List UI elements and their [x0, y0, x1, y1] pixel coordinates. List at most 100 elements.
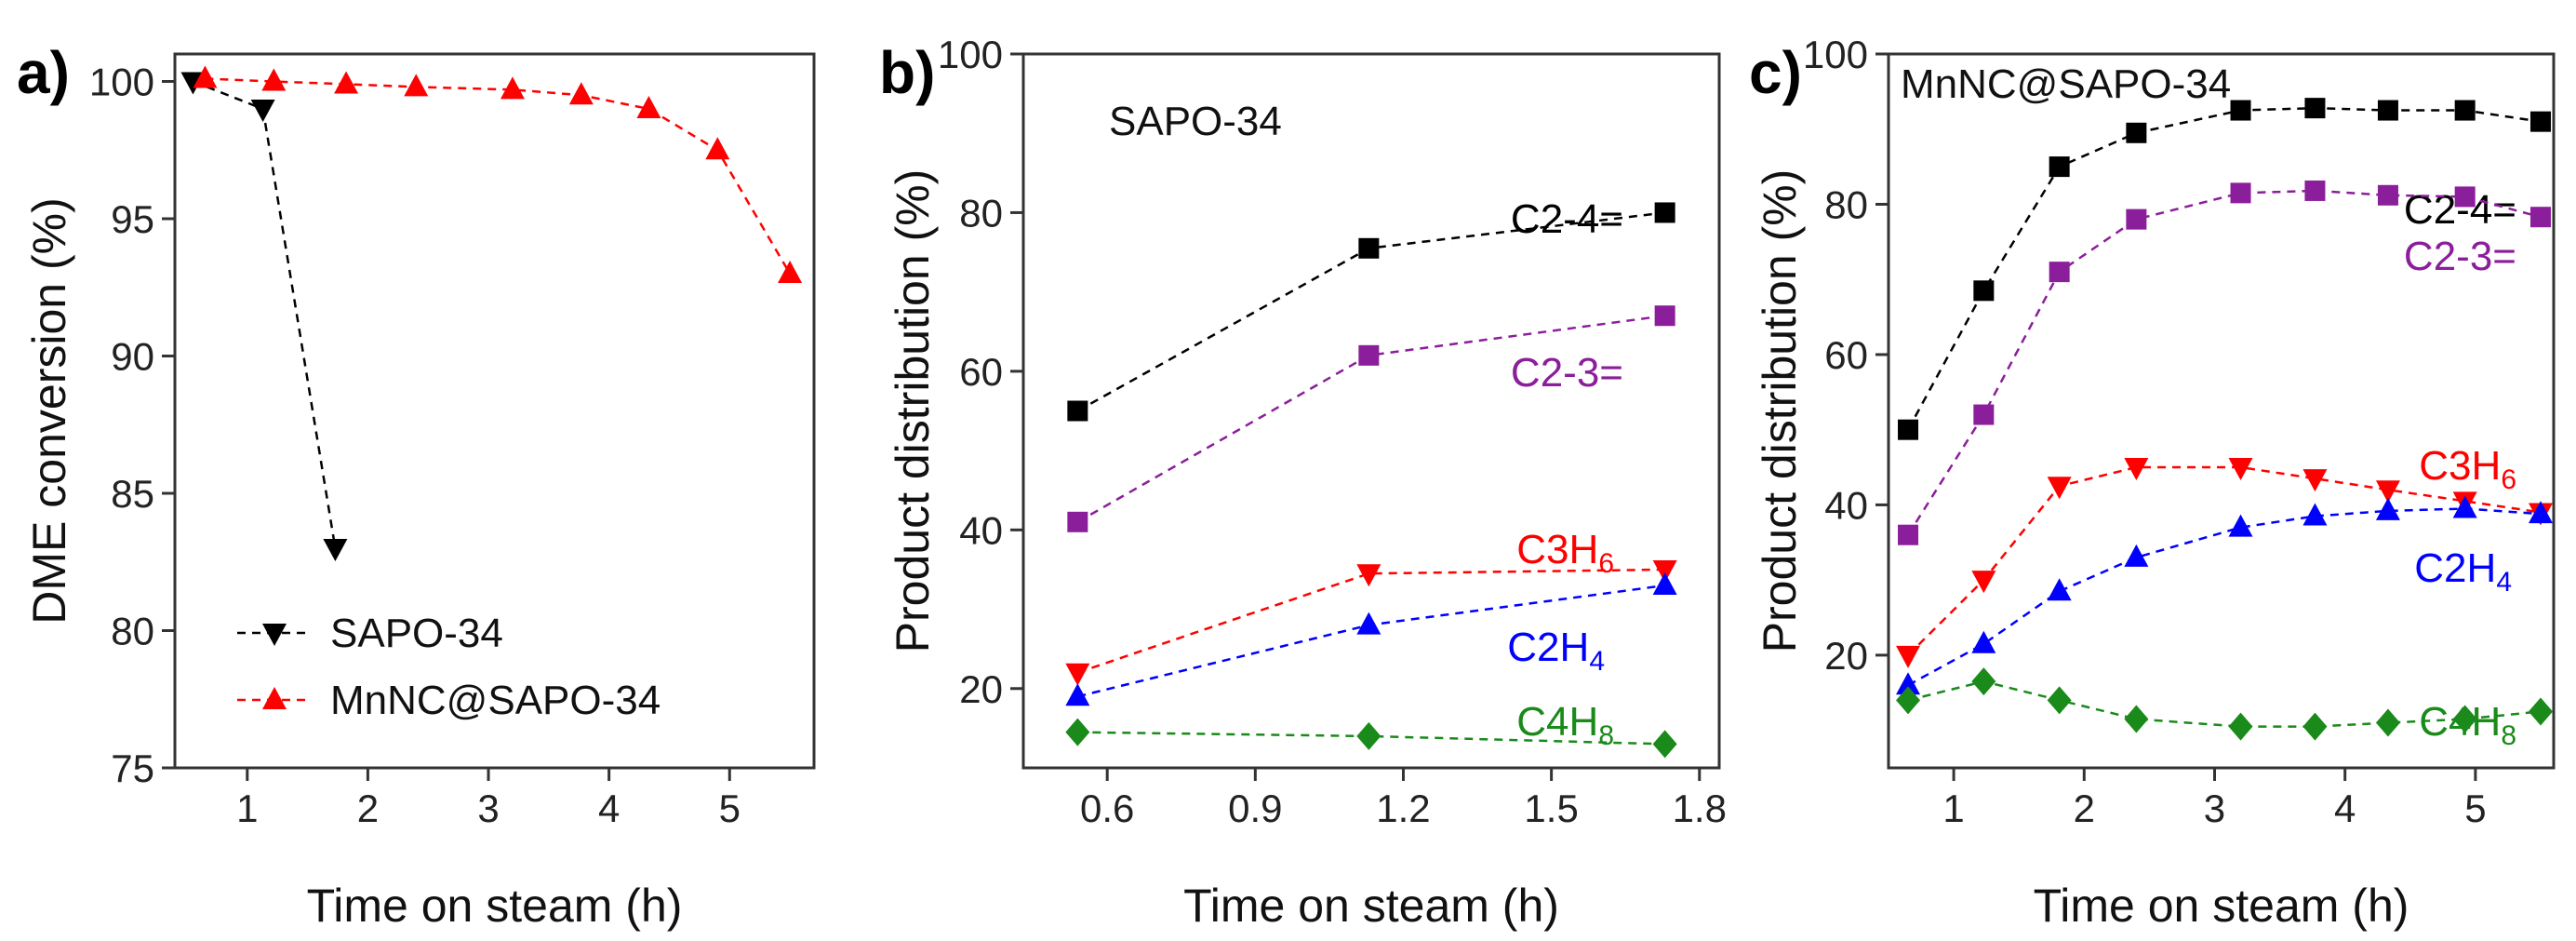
panel-c-data-point-c2-3 — [2377, 184, 2398, 206]
panel-a-data-point-mnnc-sapo-34 — [636, 96, 661, 118]
panel-a-legend-marker-mnnc-sapo-34 — [262, 687, 287, 709]
panel-c-series-c2-3-label: C2-3= — [2404, 234, 2516, 279]
panel-c-data-point-c2-4 — [1973, 280, 1995, 302]
panel-b-x-tick-label: 0.6 — [1080, 786, 1134, 830]
panel-c-data-point-c4h8 — [2452, 705, 2477, 733]
panel-a-plot-frame — [173, 52, 816, 770]
panel-a-legend-marker-sapo-34 — [262, 624, 287, 646]
panel-b-data-point-c2-3 — [1654, 305, 1675, 327]
panel-b-series-c2-4-label-main: C2-4= — [1511, 196, 1623, 242]
panel-c-series-c3h6-label: C3H6 — [2419, 443, 2516, 495]
panel-b-data-point-c2h4 — [1356, 612, 1381, 635]
panel-a-y-tick-label: 100 — [89, 60, 154, 104]
panel-a-x-tick-label: 4 — [598, 786, 620, 830]
panel-c-x-tick-label: 5 — [2464, 786, 2486, 830]
panel-b-series-c4h8: C4H8 — [1065, 699, 1677, 759]
panel-c-y-tick-label: 60 — [1824, 333, 1868, 377]
panel-c-data-point-c2-3 — [2230, 182, 2251, 204]
panel-c-series-line-c3h6 — [1907, 465, 2542, 656]
panel-a-series-sapo-34 — [180, 72, 348, 561]
panel-a-data-point-mnnc-sapo-34 — [261, 68, 287, 91]
panel-b-series-c4h8-label-sub: 8 — [1598, 720, 1614, 751]
panel-c-data-point-c2-4 — [1898, 419, 1919, 440]
panel-c-data-point-c2-4 — [2230, 100, 2251, 121]
panel-a-y-tick-label: 80 — [111, 610, 154, 653]
panel-c-data-point-c2h4 — [2528, 501, 2553, 524]
panel-c-x-tick-label: 4 — [2334, 786, 2356, 830]
panel-c-data-point-c3h6 — [2302, 469, 2328, 492]
panel-a-data-point-mnnc-sapo-34 — [334, 71, 359, 94]
panel-b-letter: b) — [879, 39, 935, 106]
panel-c-y-tick-label: 100 — [1803, 33, 1868, 76]
panel-c-data-point-c2-3 — [2049, 262, 2070, 283]
panel-b-series-c2-4-label: C2-4= — [1511, 196, 1623, 242]
panel-b-data-point-c2-3 — [1067, 511, 1088, 532]
panel-b-series-c2h4: C2H4 — [1065, 571, 1677, 706]
panel-a-letter: a) — [17, 39, 70, 106]
panel-c-y-tick-label: 40 — [1824, 483, 1868, 527]
panel-c-data-point-c2h4 — [1971, 630, 1996, 653]
panel-c-inset-title: MnNC@SAPO-34 — [1901, 61, 2231, 107]
panel-c-series-c3h6-label-main: C3H — [2419, 443, 2501, 489]
panel-a-legend-label-sapo-34: SAPO-34 — [330, 611, 503, 656]
panel-a-data-point-mnnc-sapo-34 — [404, 74, 429, 97]
panel-c-data-point-c4h8 — [2124, 705, 2149, 733]
panel-c-data-point-c4h8 — [1971, 667, 1996, 696]
panel-b-data-point-c2h4 — [1652, 571, 1677, 595]
panel-c-series-c2h4-label-sub: 4 — [2496, 567, 2512, 598]
panel-b-data-point-c3h6 — [1356, 564, 1381, 587]
panel-c-x-tick-label: 1 — [1942, 786, 1964, 830]
panel-a-data-point-sapo-34 — [323, 539, 348, 561]
panel-a-series-line-sapo-34 — [192, 80, 337, 549]
panel-b-y-tick-label: 80 — [959, 191, 1003, 235]
panel-b-series-c2h4-label: C2H4 — [1507, 625, 1605, 677]
panel-a-x-axis-title: Time on steam (h) — [307, 880, 683, 932]
panel-b-series-c3h6-label-main: C3H — [1516, 527, 1598, 572]
panel-a-data-point-mnnc-sapo-34 — [705, 137, 730, 160]
panel-c-series-c2h4-label-main: C2H — [2414, 545, 2496, 591]
panel-c-data-point-c2h4 — [2452, 495, 2477, 518]
panel-c-series-c3h6: C3H6 — [1896, 443, 2553, 668]
panel-b-data-point-c4h8 — [1356, 721, 1381, 750]
panel-c-data-point-c2-3 — [2126, 208, 2147, 230]
panel-c-plot-frame — [1887, 52, 2556, 770]
panel-b-y-axis-title: Product distribution (%) — [887, 169, 939, 653]
panel-a-y-tick-label: 95 — [111, 197, 154, 241]
panel-c-data-point-c2-4 — [2126, 122, 2147, 143]
panel-c: 1 2 3 4 5 20 40 60 80 100 Time on steam (h) Product… — [1749, 33, 2556, 932]
panel-c-data-point-c2-4 — [2529, 111, 2551, 132]
panel-c-data-point-c2h4 — [2047, 578, 2072, 601]
panel-b-x-tick-label: 0.9 — [1228, 786, 1282, 830]
panel-b-series-c2-4: C2-4= — [1067, 196, 1675, 422]
panel-c-data-point-c4h8 — [2302, 712, 2328, 741]
panel-a-data-point-sapo-34 — [250, 100, 275, 122]
panel-c-data-point-c2-3 — [2454, 186, 2476, 208]
panel-b-data-point-c2-4 — [1358, 237, 1380, 259]
panel-c-series-c4h8-label-main: C4H — [2419, 699, 2501, 745]
panel-c-data-point-c4h8 — [2375, 708, 2400, 737]
panel-a-x-tick-label: 3 — [477, 786, 499, 830]
panel-c-data-point-c2-4 — [2377, 100, 2398, 121]
panel-b-data-point-c2-4 — [1654, 202, 1675, 223]
panel-b-x-axis-title: Time on steam (h) — [1183, 880, 1559, 932]
panel-c-data-point-c3h6 — [1971, 571, 1996, 594]
panel-c-series-c4h8-label: C4H8 — [2419, 699, 2516, 751]
panel-b-y-tick-label: 20 — [959, 667, 1003, 711]
panel-a: 1 2 3 4 5 75 80 85 90 95 100 Time on steam (h) DME c… — [17, 39, 816, 932]
panel-c-data-point-c2-4 — [2049, 156, 2070, 178]
panel-c-series-c2-3: C2-3= — [1898, 180, 2551, 545]
panel-c-series-c4h8: C4H8 — [1896, 667, 2553, 751]
panel-b: 0.6 0.9 1.2 1.5 1.8 20 40 60 80 100 Time on steam … — [879, 33, 1727, 932]
panel-a-x-tick-label: 1 — [236, 786, 258, 830]
panel-c-data-point-c2h4 — [2375, 497, 2400, 520]
panel-b-y-tick-label: 40 — [959, 508, 1003, 552]
panel-c-data-point-c2-3 — [2304, 180, 2326, 201]
panel-c-data-point-c2h4 — [2124, 544, 2149, 567]
panel-a-data-point-mnnc-sapo-34 — [500, 76, 525, 100]
panel-c-data-point-c2h4 — [1896, 672, 1921, 695]
panel-b-series-c2h4-label-sub: 4 — [1589, 646, 1605, 677]
panel-b-inset-title: SAPO-34 — [1109, 99, 1282, 144]
panel-c-data-point-c4h8 — [2047, 686, 2072, 715]
panel-a-series-line-mnnc-sapo-34 — [205, 77, 792, 275]
